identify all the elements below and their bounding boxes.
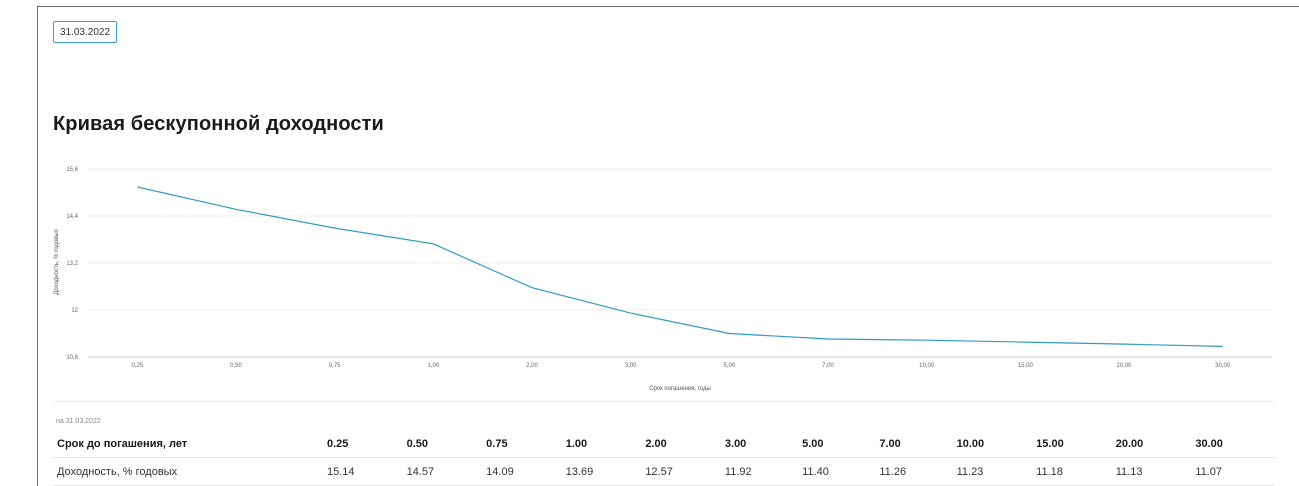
date-selector-button[interactable]: 31.03.2022: [53, 21, 117, 43]
yield-curve-line: [137, 186, 1223, 347]
x-tick-label: 20,00: [1116, 363, 1132, 369]
yield-row-label: Доходность, % годовых: [57, 465, 178, 478]
yield-curve-chart: 10,8 12 13,2 14,4 15,6 0,25 0,50 0,75 1,00 2,00 3…: [54, 167, 1272, 392]
x-tick-label: 2,00: [526, 363, 538, 369]
term-cell: 30.00: [1195, 437, 1223, 450]
yield-cell: 15.14: [327, 465, 355, 478]
term-cell: 15.00: [1036, 437, 1064, 450]
y-axis-label: Доходность, % годовых: [54, 229, 60, 295]
chart-grid: [88, 168, 1272, 358]
x-tick-label: 0,75: [329, 363, 341, 369]
term-cell: 2.00: [645, 437, 667, 450]
yield-cell: 11.13: [1115, 465, 1143, 478]
y-tick-label: 10,8: [66, 355, 78, 361]
term-cell: 0.25: [327, 437, 349, 450]
yield-cell: 11.40: [802, 465, 829, 478]
page-frame: [37, 6, 1299, 486]
term-cell: 20.00: [1115, 437, 1144, 450]
yield-cell: 11.23: [956, 465, 984, 478]
y-tick-label: 12: [71, 308, 78, 314]
x-tick-label: 0,25: [131, 363, 143, 369]
x-tick-label: 5,00: [723, 363, 735, 369]
x-tick-label: 7,00: [822, 363, 834, 369]
yield-cell: 11.07: [1195, 465, 1223, 478]
x-tick-label: 3,00: [625, 363, 637, 369]
x-axis-label: Срок погашения, годы: [649, 386, 711, 392]
x-tick-label: 30,00: [1215, 363, 1231, 369]
page-title: Кривая бескупонной доходности: [53, 113, 384, 135]
x-tick-label: 10,00: [919, 363, 935, 369]
yield-cell: 11.26: [879, 465, 907, 478]
table-as-of-date: на 31.03.2022: [56, 418, 101, 425]
y-tick-label: 13,2: [66, 261, 78, 267]
term-cell: 10.00: [956, 437, 985, 450]
table-row: Доходность, % годовых 15.14 14.57 14.09 13.…: [53, 458, 1275, 486]
yield-cell: 13.69: [565, 465, 594, 478]
yield-cell: 12.57: [645, 465, 673, 478]
x-tick-label: 15,00: [1018, 363, 1034, 369]
term-header-label: Срок до погашения, лет: [57, 437, 188, 450]
yield-cell: 11.92: [724, 465, 752, 478]
yield-cell: 14.09: [486, 465, 514, 478]
section-divider: [53, 401, 1275, 402]
y-tick-label: 14,4: [66, 214, 78, 220]
yield-table: Срок до погашения, лет 0.25 0.50 0.75 1.00 2…: [53, 430, 1275, 486]
term-cell: 7.00: [879, 437, 901, 450]
y-tick-label: 15,6: [66, 167, 78, 173]
y-axis-ticks: 10,8 12 13,2 14,4 15,6: [66, 167, 78, 361]
x-axis-ticks: 0,25 0,50 0,75 1,00 2,00 3,00 5,00 7,00 10,00 15,…: [131, 363, 1230, 369]
x-tick-label: 1,00: [427, 363, 439, 369]
table-header-row: Срок до погашения, лет 0.25 0.50 0.75 1.00 2…: [53, 430, 1275, 458]
yield-cell: 11.18: [1036, 465, 1063, 478]
term-cell: 3.00: [724, 437, 747, 450]
yield-cell: 14.57: [406, 465, 435, 478]
term-cell: 0.50: [406, 437, 428, 450]
term-cell: 1.00: [565, 437, 588, 450]
term-cell: 5.00: [802, 437, 824, 450]
term-cell: 0.75: [486, 437, 508, 450]
x-tick-label: 0,50: [230, 363, 242, 369]
